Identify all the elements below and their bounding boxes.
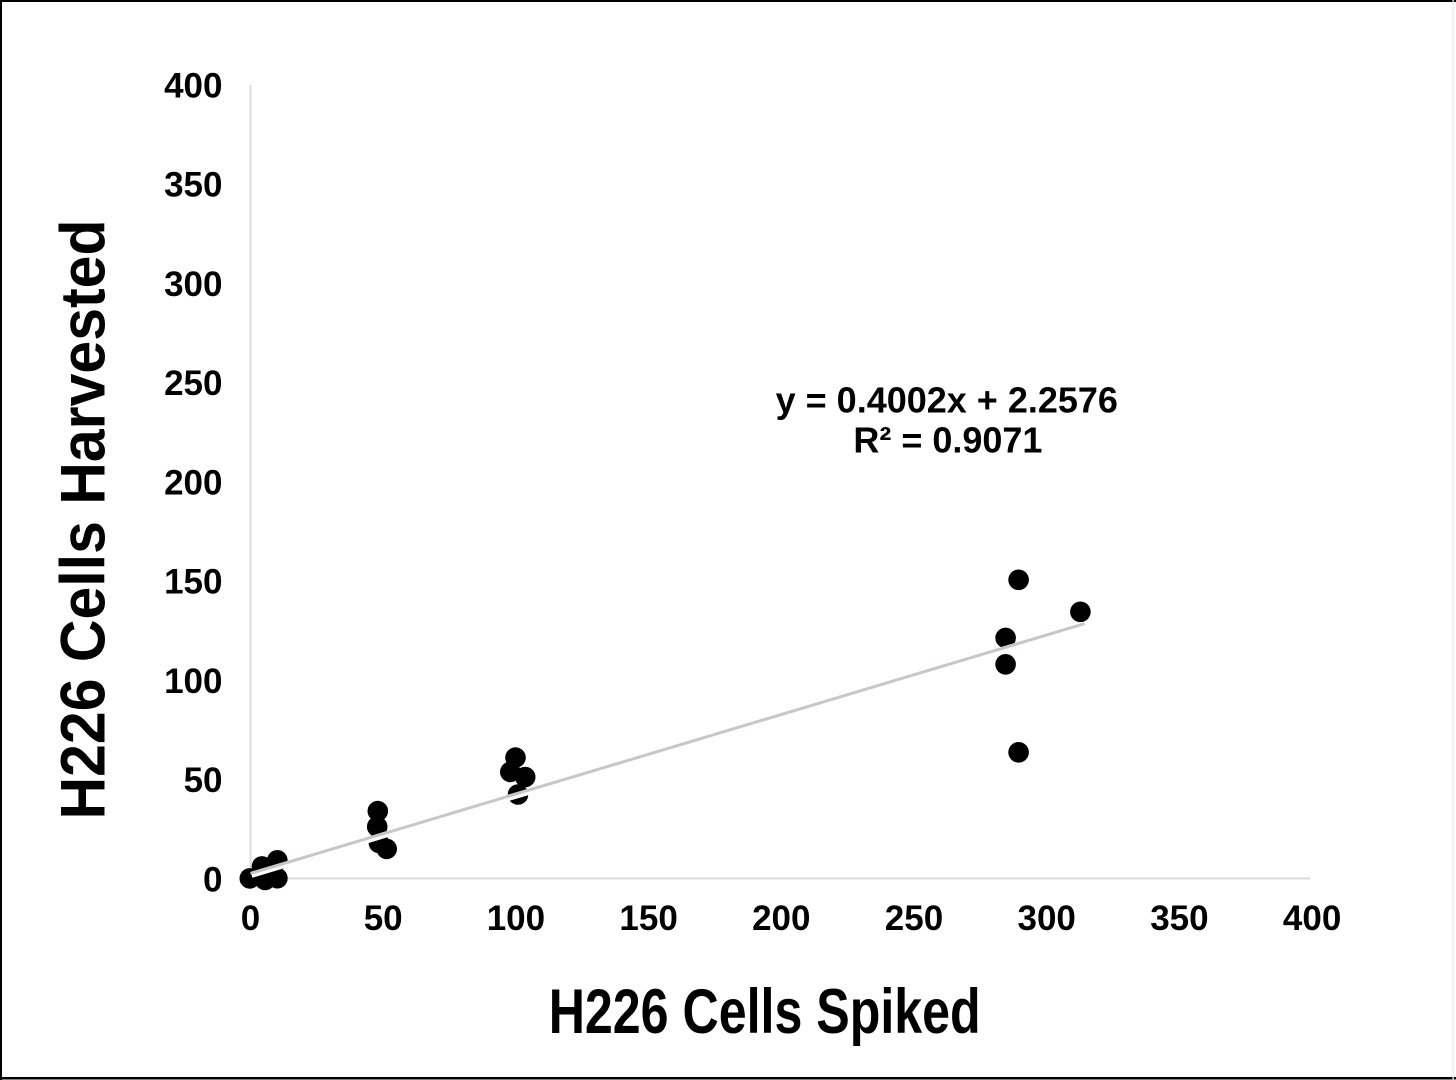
svg-text:150: 150 xyxy=(619,899,677,938)
svg-text:200: 200 xyxy=(752,899,810,938)
svg-text:300: 300 xyxy=(164,265,222,304)
svg-text:150: 150 xyxy=(164,563,222,602)
svg-text:H226 Cells Harvested: H226 Cells Harvested xyxy=(49,220,119,820)
svg-text:0: 0 xyxy=(241,899,260,938)
svg-text:200: 200 xyxy=(164,463,222,502)
svg-text:300: 300 xyxy=(1017,899,1075,938)
svg-text:50: 50 xyxy=(184,761,223,800)
svg-text:50: 50 xyxy=(364,899,403,938)
svg-text:H226 Cells Spiked: H226 Cells Spiked xyxy=(549,977,981,1047)
svg-text:R² = 0.9071: R² = 0.9071 xyxy=(853,420,1042,461)
svg-text:100: 100 xyxy=(487,899,545,938)
svg-text:y = 0.4002x + 2.2576: y = 0.4002x + 2.2576 xyxy=(776,380,1118,421)
svg-text:400: 400 xyxy=(1283,899,1341,938)
svg-text:100: 100 xyxy=(164,662,222,701)
svg-text:250: 250 xyxy=(885,899,943,938)
svg-text:400: 400 xyxy=(164,66,222,105)
svg-text:250: 250 xyxy=(164,364,222,403)
svg-text:350: 350 xyxy=(164,166,222,205)
svg-text:0: 0 xyxy=(203,860,222,899)
svg-text:350: 350 xyxy=(1150,899,1208,938)
